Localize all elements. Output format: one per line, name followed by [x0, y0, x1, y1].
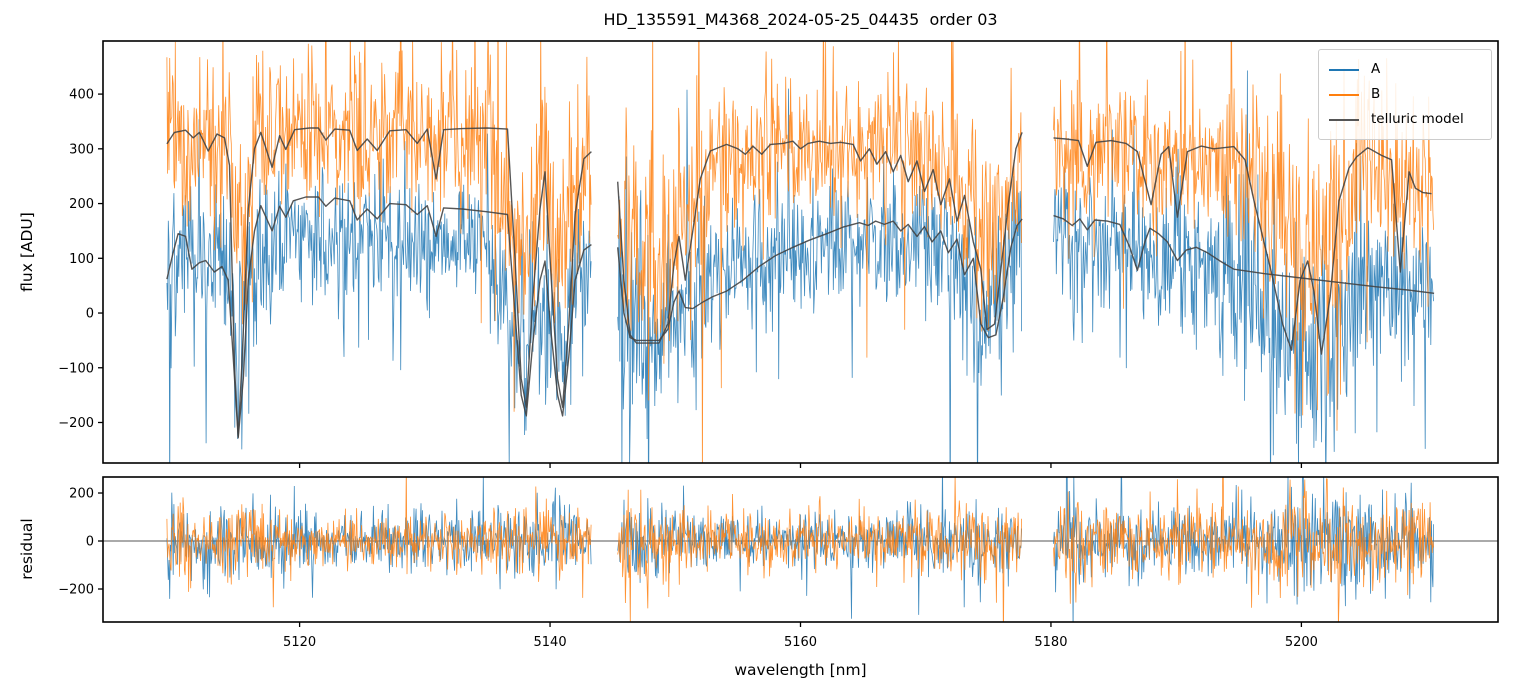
y-tick-label: −200	[58, 583, 94, 598]
y-tick-label: 0	[86, 535, 94, 550]
legend-item-a: A	[1329, 57, 1481, 82]
chart-title: HD_135591_M4368_2024-05-25_04435 order 0…	[603, 10, 998, 29]
series-b-residual	[166, 477, 1434, 622]
series-telluric-model-a-scale-	[166, 196, 1435, 439]
series-telluric-model-b-scale-	[166, 127, 1432, 437]
x-tick-label: 5140	[534, 635, 567, 650]
legend-line-b-icon	[1329, 93, 1359, 96]
y-tick-label: 200	[69, 197, 94, 212]
panel-residual-data	[103, 477, 1498, 622]
legend-label-a: A	[1371, 60, 1381, 77]
x-tick-label: 5160	[784, 635, 817, 650]
y-tick-label: 300	[69, 142, 94, 157]
residual-axis-label: residual	[18, 518, 36, 580]
series-a-residual	[166, 477, 1434, 622]
y-tick-label: 200	[69, 487, 94, 502]
x-tick-label: 5120	[283, 635, 316, 650]
legend-label-telluric: telluric model	[1371, 110, 1464, 127]
legend-item-b: B	[1329, 82, 1481, 107]
panel-flux-data	[166, 41, 1435, 463]
legend-line-telluric-icon	[1329, 118, 1359, 121]
y-tick-label: −200	[58, 416, 94, 431]
legend: A B telluric model	[1318, 49, 1492, 140]
x-tick-label: 5200	[1285, 635, 1318, 650]
x-tick-label: 5180	[1034, 635, 1067, 650]
legend-line-a-icon	[1329, 68, 1359, 71]
x-axis-label: wavelength [nm]	[734, 661, 867, 679]
flux-axis-label: flux [ADU]	[18, 212, 36, 292]
series-b	[166, 41, 1434, 463]
y-tick-label: −100	[58, 361, 94, 376]
legend-item-telluric: telluric model	[1329, 107, 1481, 132]
y-tick-label: 100	[69, 252, 94, 267]
y-tick-label: 400	[69, 88, 94, 103]
legend-label-b: B	[1371, 85, 1381, 102]
y-tick-label: 0	[86, 307, 94, 322]
